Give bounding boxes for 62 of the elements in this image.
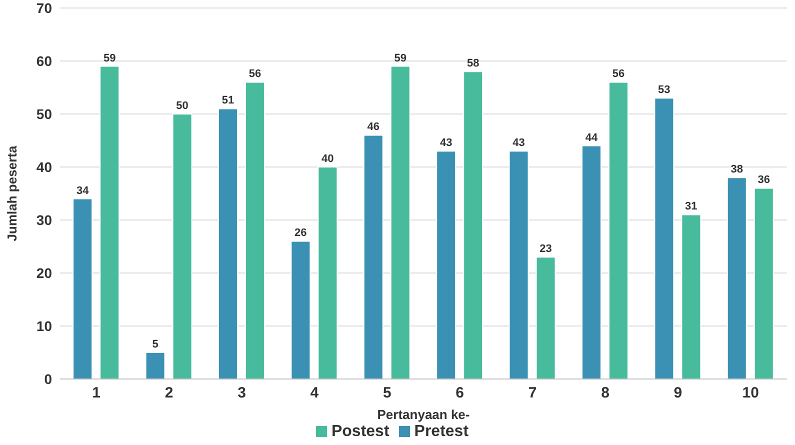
data-label: 31 [685, 200, 698, 213]
bar [172, 114, 192, 379]
y-tick-label: 60 [36, 52, 52, 69]
data-label: 34 [76, 184, 90, 197]
x-tick-label: 5 [382, 384, 392, 402]
bar [754, 188, 774, 379]
data-label: 46 [367, 121, 380, 134]
y-axis-title: Jumlah peserta [4, 145, 20, 242]
x-tick-label: 8 [601, 384, 610, 402]
bar [145, 352, 166, 379]
y-tick-label: 40 [36, 158, 52, 175]
data-label: 44 [585, 132, 598, 144]
data-label: 59 [103, 52, 116, 64]
legend-label: Pretest [414, 423, 469, 440]
data-label: 23 [540, 243, 552, 256]
x-tick-label: 7 [528, 384, 537, 402]
y-tick-label: 10 [36, 318, 52, 334]
x-tick-label: 3 [238, 384, 246, 402]
bar [390, 66, 410, 379]
bar [290, 240, 311, 379]
y-tick-label: 30 [36, 212, 52, 228]
data-label: 51 [222, 94, 234, 107]
y-tick-label: 20 [36, 264, 52, 281]
bar [536, 256, 556, 379]
data-label: 56 [612, 68, 625, 80]
bar [244, 82, 265, 379]
x-tick-label: 1 [92, 384, 101, 402]
data-label: 36 [758, 174, 770, 186]
bar [363, 134, 384, 379]
data-label: 5 [152, 338, 158, 350]
bar [100, 66, 120, 379]
bar [463, 71, 484, 379]
data-label: 50 [176, 100, 188, 112]
x-tick-label: 10 [742, 384, 759, 402]
bar [654, 98, 674, 379]
legend-label: Postest [331, 423, 390, 440]
bar [608, 82, 628, 379]
data-label: 58 [466, 58, 480, 70]
bar [581, 145, 602, 379]
bar [681, 214, 702, 379]
data-label: 26 [294, 227, 307, 240]
x-tick-label: 9 [674, 384, 682, 402]
data-label: 56 [248, 68, 262, 80]
data-label: 59 [394, 52, 407, 64]
data-label: 53 [658, 84, 670, 96]
x-tick-label: 6 [456, 384, 464, 402]
y-tick-label: 50 [36, 106, 52, 122]
bar [726, 177, 747, 379]
data-label: 38 [730, 164, 744, 176]
bar [218, 108, 238, 379]
y-tick-label: 0 [44, 370, 52, 387]
y-tick-label: 70 [36, 0, 52, 16]
data-label: 43 [512, 137, 525, 150]
bar [72, 198, 93, 379]
data-label: 43 [440, 137, 452, 150]
x-tick-label: 4 [310, 384, 320, 402]
data-label: 40 [322, 153, 334, 165]
x-tick-label: 2 [164, 384, 174, 402]
x-axis-title: Pertanyaan ke- [377, 407, 470, 422]
bar [318, 166, 338, 379]
bar [436, 150, 456, 379]
bar [508, 150, 529, 379]
